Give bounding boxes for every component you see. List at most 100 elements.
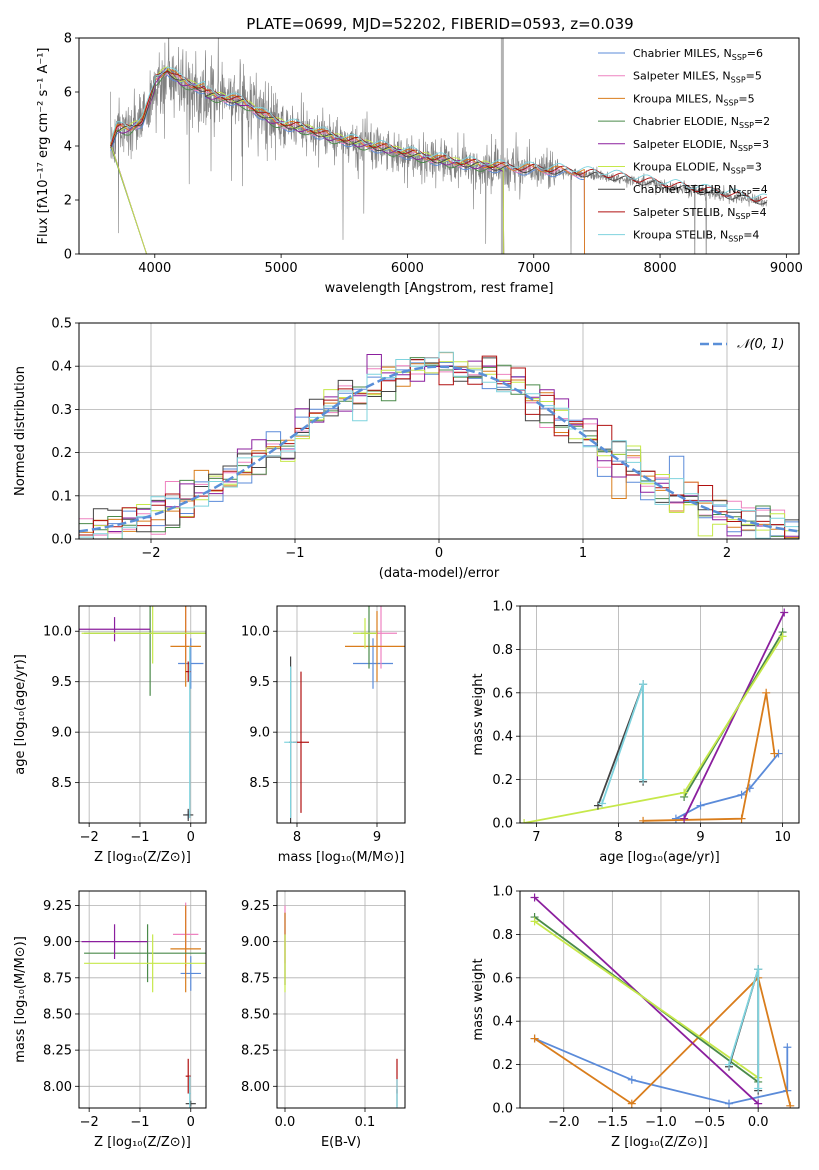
legend-sub: SSP bbox=[731, 167, 746, 176]
panel-age-vs-mass: 8 9 8.5 9.0 9.5 10.0 mass [log₁₀(M/M⊙)] bbox=[241, 605, 406, 865]
weight-marker bbox=[627, 1099, 636, 1108]
grid bbox=[520, 605, 799, 824]
y-axis-label: mass weight bbox=[471, 673, 486, 755]
legend-model: Kroupa ELODIE, N bbox=[633, 161, 731, 174]
legend-sub: SSP bbox=[738, 144, 753, 153]
histogram-8 bbox=[79, 351, 799, 539]
legend-tail: =4 bbox=[743, 229, 759, 242]
y-tick-label: 0.8 bbox=[492, 928, 513, 943]
panel-age-vs-Z: −2 −1 0 8.5 9.0 9.5 10.0 Z [log₁₀(Z/Z⊙)] age [lo… bbox=[13, 605, 207, 865]
legend-model: Salpeter MILES, N bbox=[633, 70, 731, 83]
model-kroupa-elodie bbox=[110, 66, 505, 254]
weight-marker bbox=[639, 816, 648, 823]
y-axis-label: Normed distribution bbox=[13, 366, 28, 496]
x-axis-label: Z [log₁₀(Z/Z⊙)] bbox=[611, 1135, 708, 1150]
legend-model: Chabrier MILES, N bbox=[633, 47, 732, 60]
weight-marker bbox=[680, 814, 689, 823]
x-tick-label: −2.0 bbox=[548, 1115, 580, 1130]
legend-sub: SSP bbox=[739, 121, 754, 130]
x-tick-label: 0.0 bbox=[748, 1115, 769, 1130]
y-tick-label: 9.25 bbox=[241, 899, 270, 914]
data-spectrum bbox=[110, 38, 768, 254]
x-tick-label: 0 bbox=[187, 830, 195, 845]
y-tick-label: 8.50 bbox=[241, 1007, 270, 1022]
errorbar-point bbox=[284, 666, 297, 818]
legend-model: Chabrier ELODIE, N bbox=[633, 115, 739, 128]
plot-area bbox=[530, 893, 795, 1108]
y-tick-label: 6 bbox=[64, 86, 72, 101]
errorbar-point bbox=[84, 934, 206, 993]
panel-weight-vs-age: 7 8 9 10 0.0 0.2 0.4 0.6 0.8 1.0 age [log₁₀(age/yr… bbox=[471, 600, 800, 865]
errorbar-point bbox=[180, 956, 201, 991]
x-tick-label: 9 bbox=[373, 830, 381, 845]
weight-marker bbox=[530, 917, 539, 926]
grid bbox=[79, 606, 206, 823]
x-tick-label: −1 bbox=[130, 1115, 149, 1130]
weight-line-8 bbox=[601, 683, 644, 804]
grid bbox=[277, 891, 405, 1108]
masked-region bbox=[500, 38, 504, 254]
weight-marker bbox=[754, 965, 763, 974]
weight-line-2 bbox=[534, 976, 792, 1107]
weight-line-6 bbox=[728, 968, 760, 1091]
legend-model: Salpeter STELIB, N bbox=[633, 206, 735, 219]
legend: Chabrier MILES, NSSP=6 Salpeter MILES, N S… bbox=[598, 47, 770, 244]
errorbar-point bbox=[188, 1076, 191, 1108]
y-tick-label: 9.00 bbox=[241, 935, 270, 950]
y-tick-label: 0.6 bbox=[492, 686, 513, 701]
y-tick-label: 0.4 bbox=[492, 730, 513, 745]
weight-marker bbox=[780, 608, 789, 617]
y-tick-label: 0.4 bbox=[492, 1015, 513, 1030]
legend-entry: Chabrier MILES, NSSP=6 bbox=[633, 47, 763, 62]
weight-marker bbox=[778, 632, 787, 641]
x-axis-label: Z [log₁₀(Z/Z⊙)] bbox=[94, 850, 191, 865]
errorbar-point bbox=[170, 905, 201, 993]
y-tick-label: 9.5 bbox=[249, 675, 270, 690]
weight-marker bbox=[680, 788, 689, 797]
weight-marker bbox=[786, 1101, 795, 1108]
weight-marker bbox=[725, 1060, 734, 1069]
y-tick-label: 0.2 bbox=[51, 446, 72, 461]
x-tick-label: −2 bbox=[80, 830, 99, 845]
y-tick-label: 0.4 bbox=[51, 360, 72, 375]
model-chabrier-miles bbox=[110, 74, 585, 254]
errorbar-point bbox=[353, 618, 377, 649]
x-axis-label: age [log₁₀(age/yr)] bbox=[599, 850, 720, 865]
x-axis-label: mass [log₁₀(M/M⊙)] bbox=[278, 850, 405, 865]
legend-tail: =5 bbox=[746, 70, 762, 83]
y-tick-label: 0.8 bbox=[492, 643, 513, 658]
y-tick-label: 0.0 bbox=[492, 1102, 513, 1117]
weight-marker bbox=[754, 1099, 763, 1108]
x-tick-label: 4000 bbox=[138, 261, 171, 276]
panel-residuals: −2 −1 0 1 2 0.0 0.1 0.2 0.3 0.4 0.5 (data-model)/er… bbox=[13, 317, 800, 581]
x-tick-label: 10 bbox=[774, 830, 791, 845]
x-tick-label: 5000 bbox=[265, 261, 298, 276]
y-tick-label: 10.0 bbox=[43, 625, 72, 640]
weight-marker bbox=[530, 893, 539, 902]
legend-entry: Salpeter ELODIE, NSSP=3 bbox=[633, 138, 769, 153]
errorbar-point bbox=[81, 924, 148, 959]
x-tick-label: −1.5 bbox=[597, 1115, 629, 1130]
plot-area bbox=[284, 606, 405, 823]
legend-tail: =4 bbox=[752, 183, 768, 196]
y-tick-label: 8.75 bbox=[43, 971, 72, 986]
x-tick-label: −2 bbox=[141, 546, 160, 561]
x-tick-label: −1 bbox=[285, 546, 304, 561]
panels: 4000 5000 6000 7000 8000 900002468wavelength … bbox=[13, 32, 803, 1151]
plot-area bbox=[81, 902, 206, 1108]
weight-marker bbox=[639, 775, 648, 784]
x-tick-label: 0.1 bbox=[355, 1115, 376, 1130]
plot-area bbox=[520, 608, 789, 823]
x-tick-label: −1 bbox=[130, 830, 149, 845]
legend-tail: =3 bbox=[753, 138, 769, 151]
legend-sub: SSP bbox=[735, 212, 750, 221]
y-tick-label: 8.50 bbox=[43, 1007, 72, 1022]
weight-marker bbox=[737, 814, 746, 823]
x-tick-label: 2 bbox=[723, 546, 731, 561]
y-tick-label: 0.0 bbox=[51, 533, 72, 548]
weight-marker bbox=[520, 819, 529, 823]
y-tick-label: 9.25 bbox=[43, 899, 72, 914]
legend-entry: 𝒩(0, 1) bbox=[737, 337, 784, 352]
legend-entry: Chabrier ELODIE, NSSP=2 bbox=[633, 115, 770, 130]
